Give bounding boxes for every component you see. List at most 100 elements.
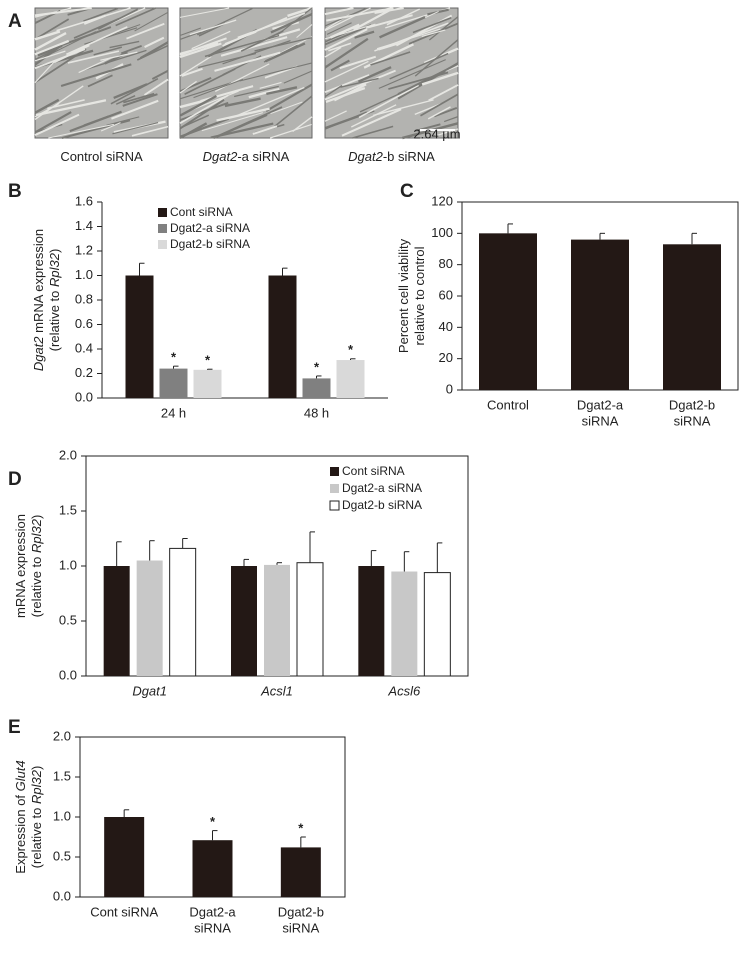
error-bar [243,558,249,566]
cell [179,7,230,18]
cell [106,116,140,126]
panel-label: E [8,717,21,738]
cell [120,45,142,55]
legend-swatch [330,484,339,493]
error-bar [300,836,306,848]
cell [34,113,80,137]
cell [136,44,169,61]
significance: * [205,353,211,368]
cell [35,47,59,61]
cell [339,55,377,70]
x-tick-label: siRNA [582,413,619,428]
cell [34,98,60,114]
bar [192,840,233,897]
cell [181,67,203,77]
bar [296,562,324,677]
cell [193,78,244,99]
cell [397,62,459,95]
cell [179,37,227,56]
micrograph [34,6,169,139]
cell [421,29,446,38]
y-tick-label: 1.0 [59,557,77,572]
cell [204,34,280,58]
bar [268,275,297,398]
text-segment: ) [29,766,44,770]
cell [179,117,229,138]
panel-label: D [8,469,22,490]
text-segment: Percent cell viability [396,238,411,353]
error-bar [316,375,322,379]
cell [139,41,169,60]
cell [179,80,197,94]
bar [193,369,222,398]
y-axis-label: Dgat2 mRNA expression [31,229,46,371]
x-tick-label: Dgat2-a [189,904,236,919]
y-tick-label: 1.0 [75,267,93,282]
cell [324,110,347,122]
cell [325,87,366,104]
error-bar [149,540,155,561]
cell [78,57,112,74]
caption: Dgat2-a siRNA [203,149,290,164]
cell [111,99,159,120]
y-tick-label: 0.0 [53,888,71,903]
error-bar [212,830,218,841]
legend-text: Cont siRNA [342,464,405,478]
cell [126,22,165,40]
cell [224,30,257,45]
legend-text: Cont siRNA [170,205,233,219]
error-bar [207,368,213,370]
text-segment: relative to control [412,246,427,345]
cell [131,125,169,137]
bar [391,571,418,676]
text-segment: Rpl32 [29,769,44,804]
bar [479,233,537,390]
text-segment: (relative to [29,804,44,868]
cell [48,123,114,139]
significance: * [348,342,354,357]
cell [214,51,281,72]
cell [115,94,136,105]
y-tick-label: 1.4 [75,218,93,233]
cell [83,7,119,22]
cell [378,59,446,89]
scale-bar-label: 2.64 µm [413,126,460,141]
x-tick-label: Dgat2-a [577,397,624,412]
y-axis-label: (relative to Rpl32) [29,766,44,869]
significance: * [314,359,320,374]
cell [370,51,411,66]
x-tick-label: siRNA [674,413,711,428]
cell [179,31,202,41]
cell [66,26,128,56]
y-tick-label: 0.4 [75,340,93,355]
text-segment: -b siRNA [383,149,435,164]
cell [269,123,312,139]
cell [357,66,392,83]
cell [34,111,72,134]
text-segment: Dgat2 [348,149,383,164]
micrograph [324,6,459,140]
text-segment: mRNA expression [13,514,28,618]
cell [34,48,86,70]
cell [324,60,369,83]
cell [324,7,354,16]
x-tick-label: 48 h [304,405,329,420]
legend-swatch [158,224,167,233]
cell [60,63,132,87]
cell [420,93,459,117]
cell [443,116,459,123]
y-tick-label: 100 [431,225,453,240]
cell [389,52,449,80]
cell [283,70,313,84]
text-segment: Rpl32 [29,518,44,553]
cell [144,36,165,49]
cell [179,42,222,59]
cell [428,16,459,41]
text-segment: (relative to [29,553,44,617]
cell [329,23,360,39]
cell [239,62,313,82]
cell [73,17,120,39]
error-bar [309,531,315,563]
cell [326,22,352,35]
error-bar [123,809,130,817]
